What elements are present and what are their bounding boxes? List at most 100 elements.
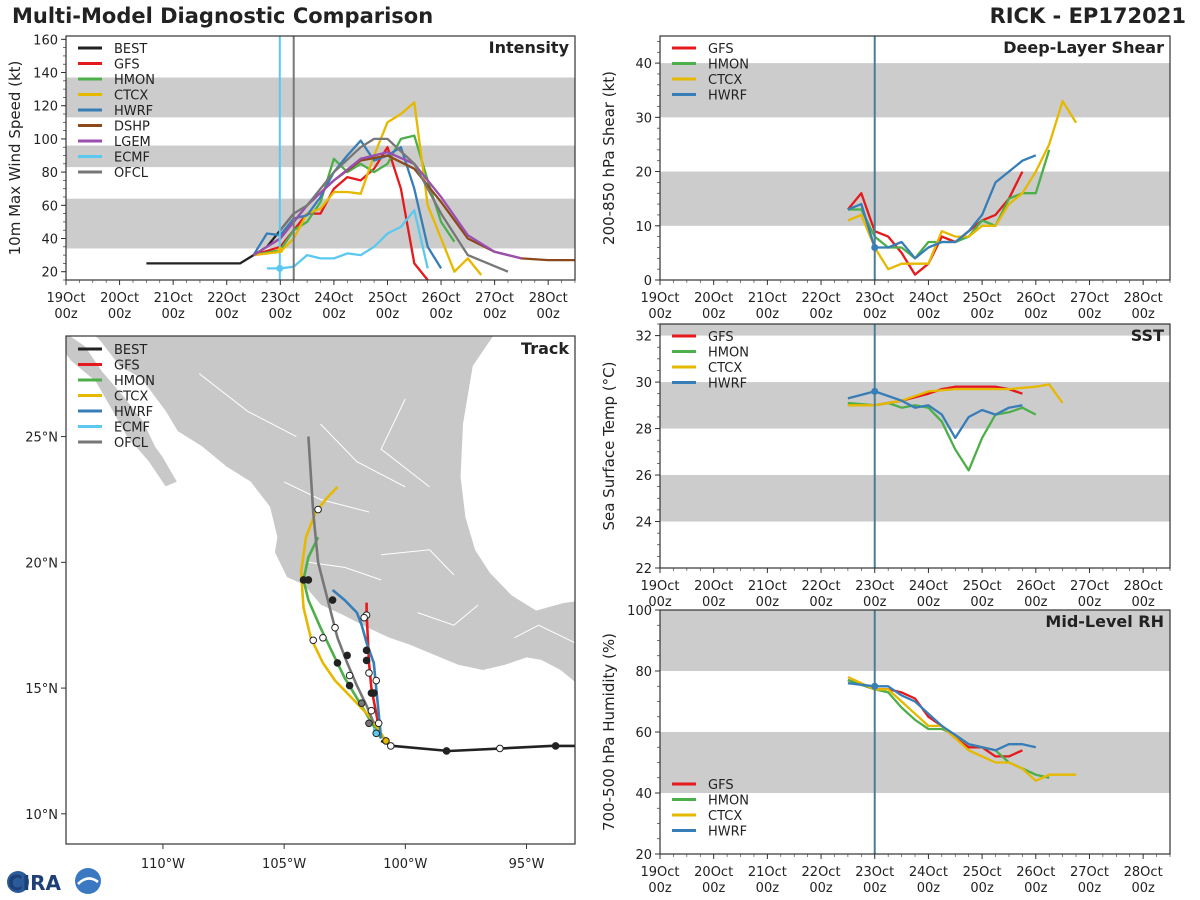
track-map (66, 336, 575, 755)
sst-xtick-label: 23Oct (855, 579, 894, 594)
sst-ytick-label: 28 (635, 423, 652, 438)
track-legend-label-hmon: HMON (114, 374, 155, 389)
rh-legend-label-gfs: GFS (708, 778, 734, 793)
rh-legend-label-ctcx: CTCX (708, 809, 742, 824)
sst-xtick-label: 28Oct (1124, 579, 1163, 594)
rh-xtick-label-hour: 00z (809, 881, 833, 896)
sst-ytick-label: 24 (635, 516, 652, 531)
track-marker (314, 505, 322, 514)
sst-legend-label-hmon: HMON (708, 346, 749, 361)
cira-logo: CIRA (7, 868, 101, 895)
rh-legend-label-hmon: HMON (708, 794, 749, 809)
shear-band-1 (660, 63, 1170, 118)
intensity-xtick-label-hour: 00z (429, 307, 453, 322)
track-marker (345, 681, 354, 690)
intensity-ytick-label: 20 (41, 266, 58, 281)
rh-xtick-label: 26Oct (1016, 865, 1055, 880)
sst-xtick-label-hour: 00z (970, 595, 994, 610)
track-ytick-label: 20°N (25, 556, 58, 571)
track-marker (360, 613, 368, 622)
sst-panel: 22242628303219Oct00z20Oct00z21Oct00z22Oc… (600, 323, 1171, 610)
shear-xtick-label: 24Oct (909, 291, 948, 306)
rh-xtick-label: 22Oct (802, 865, 841, 880)
rh-title: Mid-Level RH (1045, 612, 1164, 631)
track-marker (331, 623, 339, 632)
track-xtick-label: 105°W (262, 857, 306, 872)
track-marker (365, 719, 373, 728)
shear-legend-label-ctcx: CTCX (708, 73, 742, 88)
rh-panel: 2040608010019Oct00z20Oct00z21Oct00z22Oct… (600, 604, 1171, 896)
intensity-xtick-label: 19Oct (46, 291, 85, 306)
intensity-ylabel: 10m Max Wind Speed (kt) (6, 61, 24, 256)
state-border-4 (417, 604, 479, 626)
intensity-legend-label-lgem: LGEM (114, 135, 151, 150)
state-border-5 (380, 398, 430, 488)
intensity-legend-label-ecmf: ECMF (114, 151, 150, 166)
rh-xtick-label: 27Oct (1070, 865, 1109, 880)
intensity-legend-label-ofcl: OFCL (114, 166, 149, 181)
sst-xtick-label: 21Oct (748, 579, 787, 594)
shear-legend-label-hwrf: HWRF (708, 89, 747, 104)
shear-xtick-label-hour: 00z (809, 307, 833, 322)
intensity-xtick-label: 21Oct (154, 291, 193, 306)
track-xtick-label: 110°W (141, 857, 185, 872)
shear-legend-label-hmon: HMON (708, 58, 749, 73)
rh-xtick-label-hour: 00z (970, 881, 994, 896)
intensity-xtick-label: 23Oct (261, 291, 300, 306)
intensity-legend-label-hwrf: HWRF (114, 104, 153, 119)
rh-xtick-label: 21Oct (748, 865, 787, 880)
intensity-band-2 (66, 77, 575, 118)
shear-xtick-label-hour: 00z (648, 307, 672, 322)
track-legend-label-ecmf: ECMF (114, 421, 150, 436)
shear-ytick-label: 40 (635, 57, 652, 72)
sst-xtick-label: 19Oct (640, 579, 679, 594)
state-border-2 (381, 549, 455, 576)
track-marker (345, 671, 354, 680)
intensity-xtick-label-hour: 00z (537, 307, 561, 322)
intensity-legend-label-best: BEST (114, 42, 147, 57)
rh-legend-label-hwrf: HWRF (708, 825, 747, 840)
intensity-series-hwrf (252, 139, 443, 270)
rh-xtick-label-hour: 00z (756, 881, 780, 896)
rh-ytick-label: 20 (635, 848, 652, 863)
shear-xtick-label: 23Oct (855, 291, 894, 306)
rh-xtick-label: 25Oct (963, 865, 1002, 880)
sst-band-0 (660, 475, 1170, 522)
shear-xtick-label-hour: 00z (863, 307, 887, 322)
shear-xtick-label: 27Oct (1070, 291, 1109, 306)
shear-xtick-label: 28Oct (1124, 291, 1163, 306)
track-legend-label-gfs: GFS (114, 359, 140, 374)
intensity-xtick-label: 27Oct (475, 291, 514, 306)
intensity-xtick-label-hour: 00z (483, 307, 507, 322)
sst-xtick-label-hour: 00z (756, 595, 780, 610)
shear-ytick-label: 20 (635, 166, 652, 181)
rh-xtick-label: 19Oct (640, 865, 679, 880)
rh-ytick-label: 40 (635, 787, 652, 802)
intensity-xtick-label: 25Oct (368, 291, 407, 306)
shear-xtick-label: 26Oct (1016, 291, 1055, 306)
intensity-ytick-label: 120 (33, 100, 58, 115)
intensity-series-ctcx (253, 101, 483, 276)
sst-xtick-label: 24Oct (909, 579, 948, 594)
intensity-xtick-label: 26Oct (422, 291, 461, 306)
shear-series-hwrf (847, 154, 1037, 260)
intensity-band-0 (66, 198, 575, 249)
intensity-ctcx-marker (277, 247, 284, 254)
land-mexico (94, 336, 575, 684)
rh-xtick-label-hour: 00z (1024, 881, 1048, 896)
sst-legend-label-gfs: GFS (708, 330, 734, 345)
sst-xtick-label-hour: 00z (1131, 595, 1155, 610)
rh-xtick-label: 20Oct (694, 865, 733, 880)
shear-xtick-label: 22Oct (802, 291, 841, 306)
sst-xtick-label-hour: 00z (809, 595, 833, 610)
rh-xtick-label: 24Oct (909, 865, 948, 880)
track-xtick-label: 100°W (383, 857, 427, 872)
sst-ylabel: Sea Surface Temp (°C) (600, 361, 618, 530)
intensity-ytick-label: 160 (33, 33, 58, 48)
track-panel: 110°W 105°W 100°W 95°W 10°N 15°N 20°N 25°N Track… (25, 335, 576, 872)
sst-title: SST (1131, 326, 1164, 345)
track-marker (365, 669, 373, 677)
shear-xtick-label-hour: 00z (1078, 307, 1102, 322)
intensity-panel: 2040608010012014016019Oct00z20Oct00z21Oc… (6, 33, 576, 322)
